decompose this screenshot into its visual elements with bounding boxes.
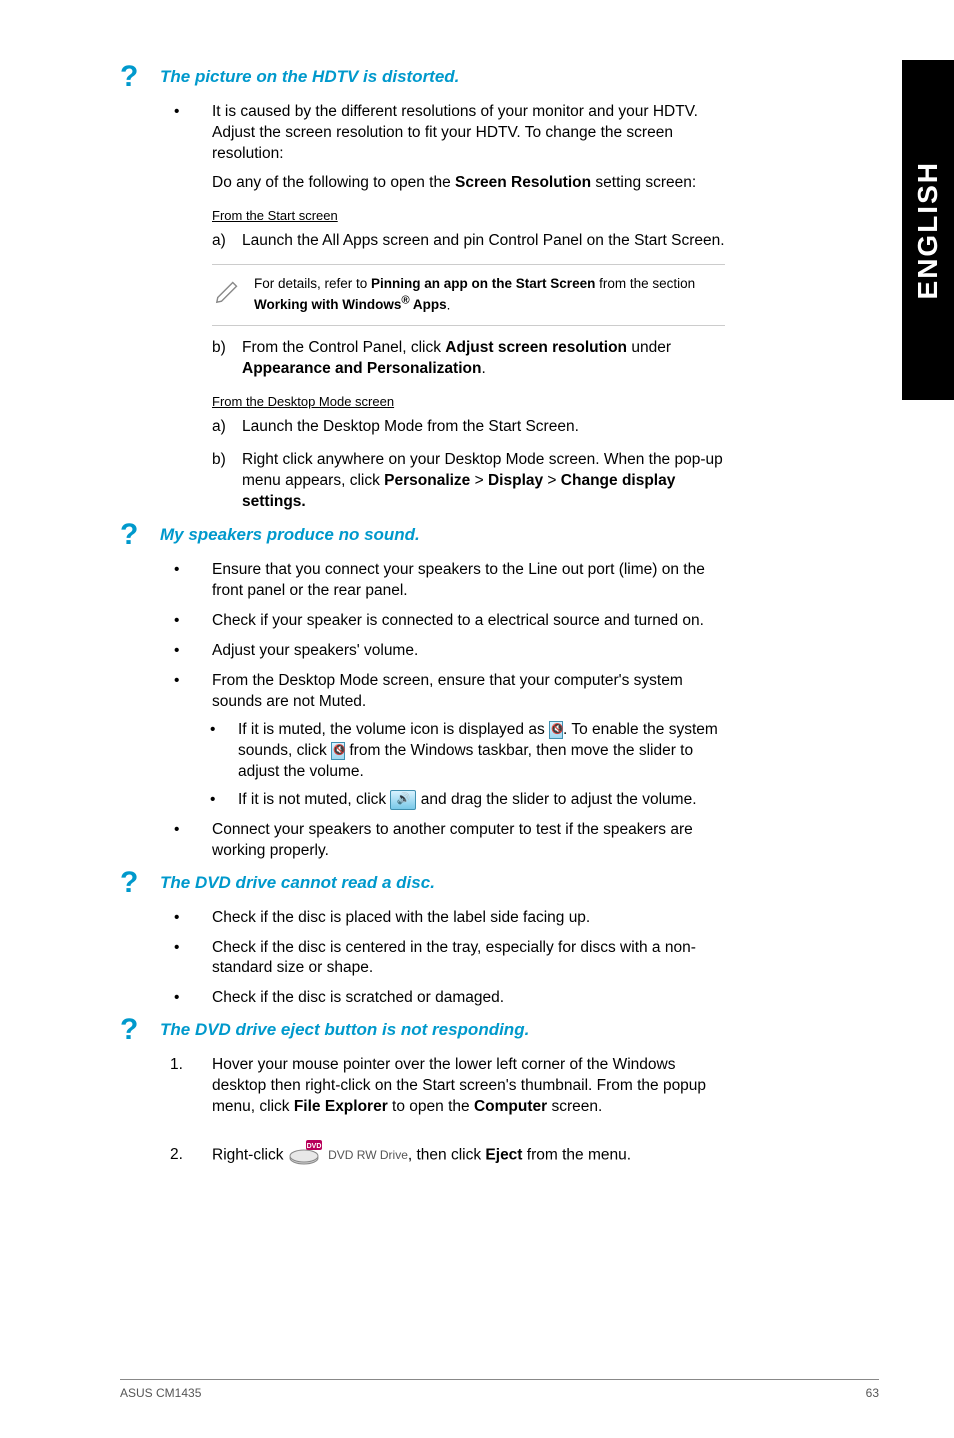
q2-sub2: • If it is not muted, click and drag the…: [210, 790, 725, 811]
bullet-icon: •: [170, 908, 212, 929]
q2-b5: Connect your speakers to another compute…: [212, 820, 725, 862]
step-b-label: b): [212, 338, 242, 380]
svg-text:DVD: DVD: [306, 1143, 321, 1150]
q2-sub1: • If it is muted, the volume icon is dis…: [210, 720, 725, 783]
question-2-title: My speakers produce no sound.: [160, 522, 420, 546]
question-3: ? The DVD drive cannot read a disc.: [120, 870, 725, 898]
page-footer: ASUS CM1435 63: [120, 1379, 879, 1400]
bullet-icon: •: [170, 938, 212, 980]
bullet-icon: •: [170, 988, 212, 1009]
q1-step-b-block: b) From the Control Panel, click Adjust …: [212, 338, 725, 380]
bullet-icon: •: [170, 641, 212, 662]
bullet-icon: •: [170, 820, 212, 862]
footer-page-number: 63: [866, 1386, 879, 1400]
question-1-title: The picture on the HDTV is distorted.: [160, 64, 459, 88]
q1-start-steps: a) Launch the All Apps screen and pin Co…: [212, 231, 725, 252]
q2-b3: Adjust your speakers' volume.: [212, 641, 725, 662]
q1-desktop-steps: a) Launch the Desktop Mode from the Star…: [212, 417, 725, 513]
q1-step-a: Launch the All Apps screen and pin Contr…: [242, 231, 725, 252]
from-start-label: From the Start screen: [212, 208, 725, 223]
bullet-icon: •: [170, 102, 212, 165]
question-mark-icon: ?: [120, 62, 160, 92]
q3-b3: Check if the disc is scratched or damage…: [212, 988, 725, 1009]
q1-intro1: It is caused by the different resolution…: [212, 102, 725, 165]
question-mark-icon: ?: [120, 1015, 160, 1045]
question-mark-icon: ?: [120, 868, 160, 898]
q1-desktop-a: Launch the Desktop Mode from the Start S…: [242, 417, 579, 438]
note-text: For details, refer to Pinning an app on …: [254, 275, 725, 315]
dvd-drive-label: DVD RW Drive: [328, 1147, 408, 1163]
question-3-title: The DVD drive cannot read a disc.: [160, 870, 435, 894]
q1-step-b: From the Control Panel, click Adjust scr…: [242, 338, 725, 380]
dvd-drive-icon: DVD: [288, 1138, 324, 1173]
q1-body: • It is caused by the different resoluti…: [170, 102, 725, 165]
question-4: ? The DVD drive eject button is not resp…: [120, 1017, 725, 1045]
q2-b2: Check if your speaker is connected to a …: [212, 611, 725, 632]
q3-b2: Check if the disc is centered in the tra…: [212, 938, 725, 980]
q2-b1: Ensure that you connect your speakers to…: [212, 560, 725, 602]
question-mark-icon: ?: [120, 520, 160, 550]
language-tab: ENGLISH: [902, 60, 954, 400]
step-a-label: a): [212, 231, 242, 252]
q3-body: •Check if the disc is placed with the la…: [170, 908, 725, 1010]
pencil-icon: [212, 275, 254, 310]
bullet-icon: •: [170, 611, 212, 632]
step-2-label: 2.: [170, 1145, 212, 1166]
bullet-icon: •: [170, 560, 212, 602]
q4-step1: Hover your mouse pointer over the lower …: [212, 1055, 725, 1118]
q2-b4: From the Desktop Mode screen, ensure tha…: [212, 671, 725, 713]
question-4-title: The DVD drive eject button is not respon…: [160, 1017, 529, 1041]
q4-step2: Right-click DVD DVD RW Drive, then click…: [212, 1138, 631, 1173]
question-1: ? The picture on the HDTV is distorted.: [120, 64, 725, 92]
footer-left: ASUS CM1435: [120, 1386, 201, 1400]
step-a-label-2: a): [212, 417, 242, 438]
speaker-muted-icon: [549, 721, 563, 739]
q1-desktop-b: Right click anywhere on your Desktop Mod…: [242, 450, 725, 513]
q1-intro2: Do any of the following to open the Scre…: [212, 173, 725, 194]
from-desktop-label: From the Desktop Mode screen: [212, 394, 725, 409]
bullet-icon: •: [170, 671, 212, 713]
step-1-label: 1.: [170, 1055, 212, 1118]
page-content: ? The picture on the HDTV is distorted. …: [0, 0, 845, 1173]
q4-body: 1. Hover your mouse pointer over the low…: [170, 1055, 725, 1173]
step-b-label-2: b): [212, 450, 242, 513]
question-2: ? My speakers produce no sound.: [120, 522, 725, 550]
note-box: For details, refer to Pinning an app on …: [212, 264, 725, 326]
speaker-muted-icon: [331, 742, 345, 760]
q2-body: •Ensure that you connect your speakers t…: [170, 560, 725, 861]
speaker-on-icon: [390, 790, 416, 810]
language-label: ENGLISH: [912, 161, 944, 299]
q3-b1: Check if the disc is placed with the lab…: [212, 908, 725, 929]
